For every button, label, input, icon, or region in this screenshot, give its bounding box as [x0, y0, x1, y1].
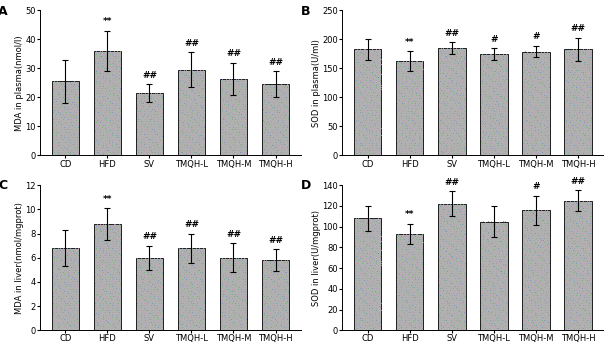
Y-axis label: SOD in liver(U/mgprot): SOD in liver(U/mgprot) [312, 210, 321, 306]
Bar [481, 54, 507, 155]
Text: ##: ## [445, 178, 459, 187]
Bar [136, 93, 163, 155]
Text: **: ** [103, 17, 112, 27]
Text: ##: ## [226, 49, 241, 58]
Text: ##: ## [571, 24, 585, 34]
Text: #: # [532, 182, 540, 191]
Y-axis label: SOD in plasma(U/ml): SOD in plasma(U/ml) [312, 39, 321, 127]
Bar [52, 82, 79, 155]
Bar [523, 210, 549, 330]
Bar [438, 48, 465, 155]
Bar [481, 222, 507, 330]
Text: ##: ## [142, 232, 157, 242]
Bar [565, 201, 591, 330]
Bar [262, 84, 289, 155]
Text: ##: ## [184, 39, 199, 48]
Bar [52, 248, 79, 330]
Text: **: ** [405, 210, 415, 219]
Bar [396, 61, 423, 155]
Bar [94, 224, 121, 330]
Text: #: # [490, 35, 498, 44]
Bar [94, 51, 121, 155]
Text: ##: ## [571, 177, 585, 186]
Text: ##: ## [184, 220, 199, 229]
Bar [396, 234, 423, 330]
Bar [178, 248, 205, 330]
Text: ##: ## [268, 236, 283, 245]
Text: ##: ## [142, 71, 157, 80]
Text: C: C [0, 179, 7, 192]
Text: A: A [0, 5, 8, 18]
Text: **: ** [405, 38, 415, 47]
Text: **: ** [103, 195, 112, 204]
Text: B: B [300, 5, 310, 18]
Text: ##: ## [268, 58, 283, 67]
Text: D: D [300, 179, 311, 192]
Bar [220, 258, 247, 330]
Y-axis label: MDA in liver(nmol/mgprot): MDA in liver(nmol/mgprot) [15, 202, 24, 314]
Bar [178, 70, 205, 155]
Text: ##: ## [226, 230, 241, 239]
Bar [136, 258, 163, 330]
Bar [565, 49, 591, 155]
Text: ##: ## [445, 29, 459, 38]
Text: #: # [532, 32, 540, 42]
Bar [262, 260, 289, 330]
Bar [220, 79, 247, 155]
Bar [354, 218, 381, 330]
Y-axis label: MDA in plasma(nmol/l): MDA in plasma(nmol/l) [15, 35, 24, 131]
Bar [438, 204, 465, 330]
Bar [523, 52, 549, 155]
Bar [354, 49, 381, 155]
